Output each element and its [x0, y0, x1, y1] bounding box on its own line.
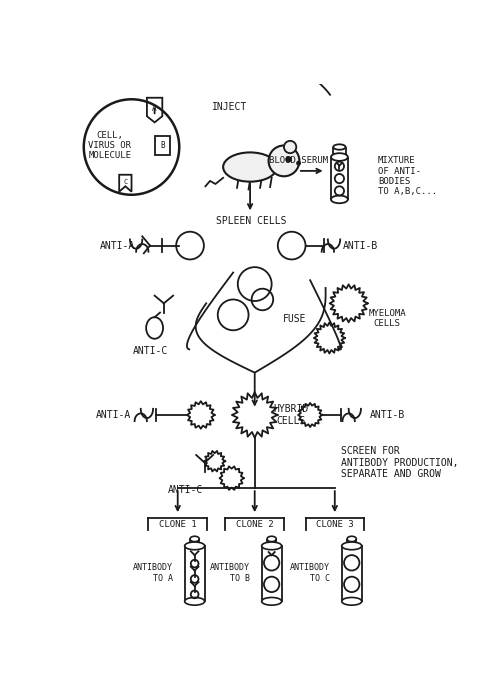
Text: ANTIBODY
TO B: ANTIBODY TO B	[210, 563, 250, 582]
Text: SCREEN FOR
ANTIBODY PRODUCTION,
SEPARATE AND GROW: SCREEN FOR ANTIBODY PRODUCTION, SEPARATE…	[341, 446, 458, 480]
Ellipse shape	[342, 542, 361, 549]
Ellipse shape	[184, 542, 204, 549]
Ellipse shape	[184, 598, 204, 605]
Text: BLOOD SERUM: BLOOD SERUM	[269, 157, 328, 166]
Ellipse shape	[342, 598, 361, 605]
Circle shape	[268, 145, 300, 176]
Text: A: A	[152, 104, 157, 113]
Text: SPLEEN CELLS: SPLEEN CELLS	[216, 216, 287, 226]
Text: B: B	[160, 141, 164, 150]
Text: ANTIBODY
TO C: ANTIBODY TO C	[290, 563, 330, 582]
Text: ANTI-A: ANTI-A	[96, 410, 132, 420]
Circle shape	[297, 161, 300, 165]
Text: MIXTURE
OF ANTI-
BODIES
TO A,B,C...: MIXTURE OF ANTI- BODIES TO A,B,C...	[378, 156, 437, 196]
Text: CLONE 1: CLONE 1	[159, 520, 196, 529]
Text: CLONE 3: CLONE 3	[316, 520, 354, 529]
Text: ANTIBODY
TO A: ANTIBODY TO A	[133, 563, 173, 582]
Text: ANTI-B: ANTI-B	[342, 240, 378, 250]
Text: ANTI-C: ANTI-C	[168, 484, 203, 495]
Text: INJECT: INJECT	[212, 102, 247, 112]
Text: ANTI-C: ANTI-C	[132, 346, 168, 356]
Circle shape	[284, 141, 296, 153]
Ellipse shape	[262, 542, 281, 549]
Text: MYELOMA
CELLS: MYELOMA CELLS	[368, 309, 406, 329]
Ellipse shape	[262, 598, 281, 605]
Circle shape	[286, 157, 291, 161]
Ellipse shape	[331, 196, 348, 203]
Text: CLONE 2: CLONE 2	[236, 520, 274, 529]
Text: HYBRID
CELLS: HYBRID CELLS	[274, 404, 308, 426]
Text: ANTI-A: ANTI-A	[100, 240, 136, 250]
Text: C: C	[123, 179, 128, 185]
Ellipse shape	[331, 153, 348, 161]
Text: FUSE: FUSE	[283, 314, 306, 324]
Ellipse shape	[223, 152, 277, 182]
Text: CELL,
VIRUS OR
MOLECULE: CELL, VIRUS OR MOLECULE	[88, 131, 132, 160]
Text: ANTI-B: ANTI-B	[370, 410, 405, 420]
